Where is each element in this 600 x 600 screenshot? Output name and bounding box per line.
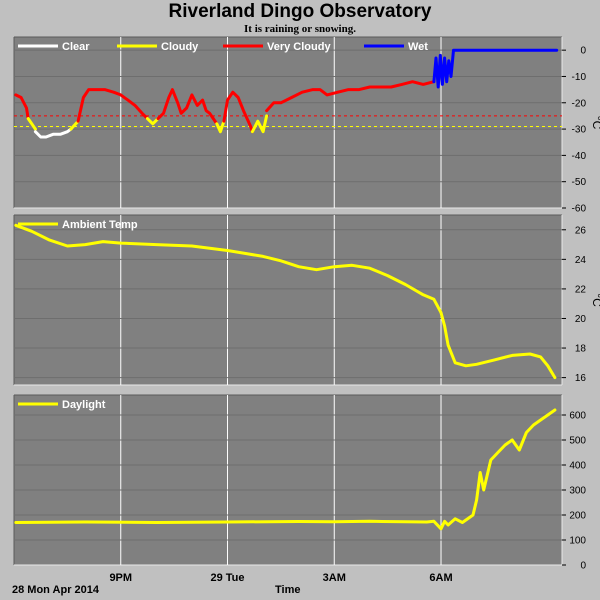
y-tick-label: 18 xyxy=(575,344,587,355)
y-tick-label: 100 xyxy=(569,536,586,547)
page-title: Riverland Dingo Observatory xyxy=(168,1,432,22)
y-tick-label: -40 xyxy=(572,151,587,162)
y-tick-label: -20 xyxy=(572,98,587,109)
y-tick-label: 0 xyxy=(580,561,586,572)
y-tick-label: -10 xyxy=(572,72,587,83)
series-line-cloudy xyxy=(250,114,269,134)
date-label: 28 Mon Apr 2014 xyxy=(12,584,100,596)
series-line-cloudy xyxy=(69,119,80,131)
y-tick-label: 400 xyxy=(569,461,586,472)
plot-background xyxy=(14,395,562,565)
series-line-clear xyxy=(33,127,73,139)
series-line-very-cloudy xyxy=(76,88,149,123)
y-tick-label: 200 xyxy=(569,511,586,522)
series-line-cloudy xyxy=(215,119,226,134)
series-line-cloudy xyxy=(26,117,37,131)
time-axis-label: Time xyxy=(275,584,301,596)
y-axis-unit-label: °C xyxy=(590,116,600,130)
x-tick-label: 3AM xyxy=(323,572,346,584)
y-tick-label: 500 xyxy=(569,436,586,447)
chart-panel-2: 16 18 20 22 24 26 °C Ambient Temp xyxy=(13,214,600,386)
y-tick-label: 600 xyxy=(569,411,586,422)
series-line-very-cloudy xyxy=(14,93,30,121)
legend-label: Cloudy xyxy=(161,41,199,53)
series-line-daylight xyxy=(14,408,557,531)
status-subtitle: It is raining or snowing. xyxy=(244,23,356,35)
y-tick-label: -60 xyxy=(572,204,587,215)
y-tick-label: -30 xyxy=(572,125,587,136)
legend-label: Very Cloudy xyxy=(267,41,331,53)
legend-label: Clear xyxy=(62,41,90,53)
series-line-very-cloudy xyxy=(265,80,436,113)
chart-panel-3: 0 100 200 300 400 500 600 Daylight xyxy=(13,394,586,572)
y-tick-label: 20 xyxy=(575,314,587,325)
plot-background xyxy=(14,215,562,385)
x-tick-label: 9PM xyxy=(109,572,132,584)
y-tick-label: 26 xyxy=(575,225,587,236)
y-tick-label: -50 xyxy=(572,177,587,188)
y-axis-unit-label: °C xyxy=(590,293,600,307)
series-line-wet xyxy=(432,48,559,89)
x-tick-label: 29 Tue xyxy=(210,572,244,584)
x-tick-label: 6AM xyxy=(429,572,452,584)
y-tick-label: 16 xyxy=(575,373,587,384)
series-line-very-cloudy xyxy=(156,88,219,126)
plot-background xyxy=(14,37,562,208)
y-tick-label: 24 xyxy=(575,255,587,266)
series-line-cloudy xyxy=(145,117,160,126)
series-line-ambient-temp xyxy=(14,223,557,380)
legend-label: Daylight xyxy=(62,399,106,411)
y-tick-label: 22 xyxy=(575,284,587,295)
legend-label: Ambient Temp xyxy=(62,219,138,231)
y-tick-label: 300 xyxy=(569,486,586,497)
y-tick-label: 0 xyxy=(580,46,586,57)
chart-panel-1: 0 -10 -20 -30 -40 -50 -60 °C Clear Cloudy Very Clo… xyxy=(13,36,600,215)
series-line-very-cloudy xyxy=(222,90,254,134)
legend-label: Wet xyxy=(408,41,428,53)
